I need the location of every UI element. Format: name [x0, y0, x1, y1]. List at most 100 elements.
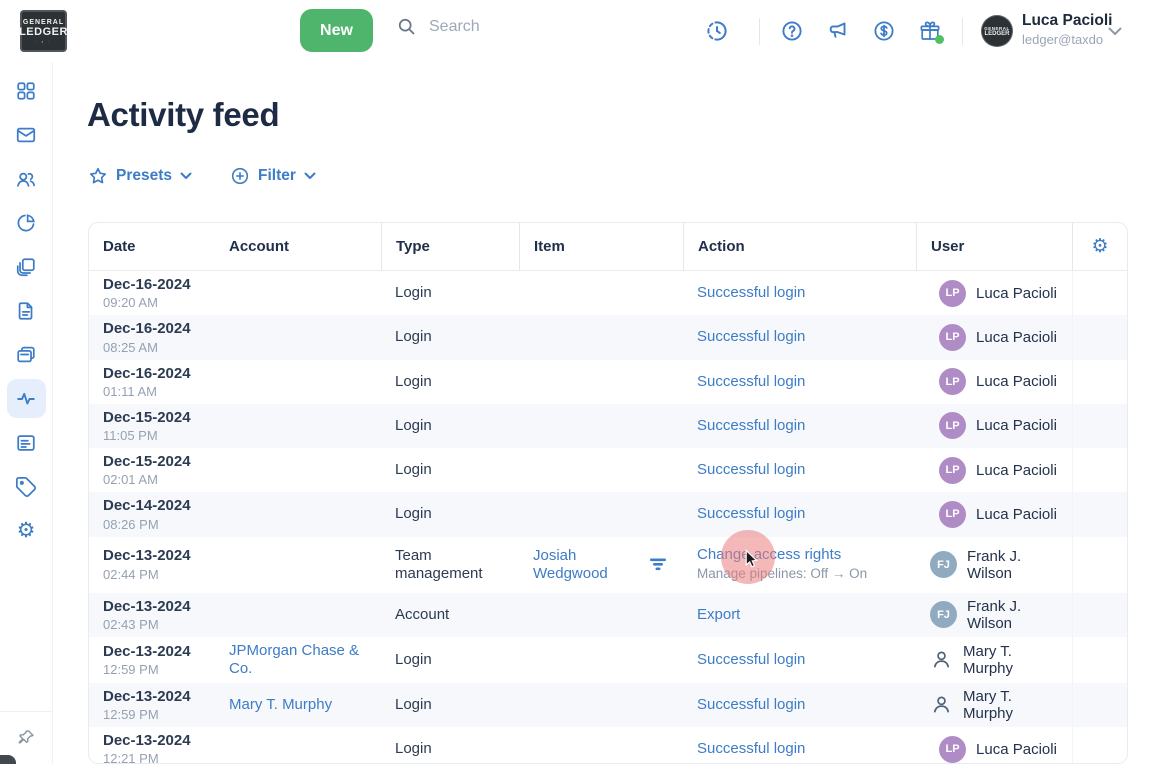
action-cell: Successful login: [683, 315, 916, 359]
action-link[interactable]: Successful login: [697, 650, 806, 668]
sidebar-item-mail[interactable]: [7, 115, 46, 154]
column-header-date[interactable]: Date: [103, 238, 136, 255]
tag-icon: [15, 476, 37, 498]
row-date: Dec-16-2024: [103, 276, 191, 293]
row-type: Account: [395, 605, 450, 623]
row-type: Login: [395, 328, 432, 346]
action-cell: Successful login: [683, 492, 916, 536]
action-cell: Successful login: [683, 271, 916, 315]
table-row: Dec-13-2024 12:21 PM Login Successful lo…: [89, 727, 1127, 763]
row-gear-spacer: [1072, 682, 1127, 727]
user-avatar-badge: FJ: [930, 551, 957, 578]
action-link[interactable]: Change access rights: [697, 546, 842, 564]
sidebar-item-forms[interactable]: [7, 423, 46, 462]
item-link[interactable]: Josiah Wedgwood: [533, 546, 608, 582]
account-link[interactable]: Mary T. Murphy: [229, 695, 333, 713]
action-link[interactable]: Successful login: [697, 416, 806, 434]
row-type: Login: [395, 284, 432, 302]
table-row: Dec-15-2024 02:01 AM Login Successful lo…: [89, 448, 1127, 493]
row-gear-spacer: [1072, 592, 1127, 637]
column-header-item[interactable]: Item: [519, 223, 683, 270]
item-cell: [519, 448, 683, 492]
action-link[interactable]: Successful login: [697, 284, 806, 302]
action-link[interactable]: Successful login: [697, 505, 806, 523]
topbar-divider: [759, 18, 760, 45]
action-link[interactable]: Export: [697, 605, 741, 623]
notification-dot: [935, 35, 944, 44]
action-link[interactable]: Successful login: [697, 740, 806, 758]
account-cell: [215, 315, 381, 359]
column-header-user[interactable]: User: [916, 223, 1072, 270]
account-cell: [215, 360, 381, 404]
row-type: Team management: [395, 546, 483, 582]
search-input[interactable]: [429, 17, 629, 36]
settings-gear-icon: ⚙︎: [16, 518, 36, 542]
action-link[interactable]: Successful login: [697, 372, 806, 390]
type-cell: Team management: [381, 537, 519, 593]
user-name: Luca Pacioli: [976, 373, 1057, 391]
chevron-down-icon: [180, 172, 192, 180]
table-row: Dec-13-2024 02:43 PM Account Export FJ F…: [89, 592, 1127, 637]
row-time: 02:44 PM: [103, 566, 159, 582]
billing-dollar-icon[interactable]: [872, 19, 896, 43]
sidebar-item-templates[interactable]: [7, 247, 46, 286]
row-time: 08:25 AM: [103, 339, 158, 355]
table-row: Dec-16-2024 01:11 AM Login Successful lo…: [89, 359, 1127, 404]
item-cell: [519, 315, 683, 359]
megaphone-icon[interactable]: [826, 19, 850, 43]
user-avatar-badge: LP: [939, 500, 967, 528]
activity-table: Date Account Type Item Action User ⚙︎ De…: [88, 222, 1128, 764]
new-button[interactable]: New: [300, 9, 373, 52]
type-cell: Login: [381, 492, 519, 536]
person-icon: [930, 648, 953, 671]
app-logo[interactable]: GENERAL LEDGER · ▪ ·: [19, 10, 67, 52]
table-row: Dec-13-2024 12:59 PM JPMorgan Chase & Co…: [89, 636, 1127, 683]
account-link[interactable]: JPMorgan Chase & Co.: [229, 641, 360, 677]
sidebar-item-settings[interactable]: ⚙︎: [7, 511, 46, 550]
date-cell: Dec-16-2024 01:11 AM: [89, 360, 215, 404]
sidebar-item-billing[interactable]: [7, 335, 46, 374]
column-header-type[interactable]: Type: [381, 223, 519, 270]
action-cell: Successful login: [683, 683, 916, 727]
sidebar-item-reports[interactable]: [7, 203, 46, 242]
action-link[interactable]: Successful login: [697, 461, 806, 479]
date-cell: Dec-13-2024 12:59 PM: [89, 683, 215, 727]
sidebar-item-team[interactable]: [7, 159, 46, 198]
row-date: Dec-13-2024: [103, 597, 191, 615]
account-cell: [215, 492, 381, 536]
chevron-down-icon[interactable]: [1108, 27, 1122, 36]
filter-dropdown[interactable]: Filter: [230, 166, 316, 186]
date-cell: Dec-15-2024 02:01 AM: [89, 448, 215, 492]
funnel-filter-icon[interactable]: [649, 558, 667, 571]
action-link[interactable]: Successful login: [697, 328, 806, 346]
column-settings-gear-icon[interactable]: ⚙︎: [1072, 223, 1127, 270]
action-link[interactable]: Successful login: [697, 695, 806, 713]
action-cell: Successful login: [683, 360, 916, 404]
app-logo-text: GENERAL: [22, 18, 65, 26]
gift-icon[interactable]: [918, 19, 944, 44]
sidebar-item-activity[interactable]: [6, 379, 46, 418]
user-avatar[interactable]: GENERAL LEDGER: [981, 15, 1013, 47]
row-gear-spacer: [1072, 536, 1127, 593]
history-clock-icon[interactable]: [705, 19, 729, 43]
sidebar-item-tags[interactable]: [7, 467, 46, 506]
column-header-account[interactable]: Account: [229, 238, 289, 255]
date-cell: Dec-13-2024 12:59 PM: [89, 637, 215, 683]
user-email: ledger@taxdo: [1022, 32, 1104, 47]
help-icon[interactable]: [780, 19, 804, 43]
account-cell: [215, 727, 381, 763]
sidebar-item-dashboard[interactable]: [7, 71, 46, 110]
team-icon: [15, 168, 37, 190]
column-header-action[interactable]: Action: [683, 223, 916, 270]
sidebar-pin-toggle[interactable]: [0, 711, 52, 764]
presets-dropdown[interactable]: Presets: [88, 166, 192, 186]
user-cell: LP Luca Pacioli: [916, 448, 1072, 492]
item-cell: [519, 404, 683, 448]
row-date: Dec-13-2024: [103, 547, 191, 565]
sidebar-item-documents[interactable]: [7, 291, 46, 330]
date-cell: Dec-13-2024 02:43 PM: [89, 593, 215, 637]
user-menu[interactable]: Luca Pacioli ledger@taxdo: [1022, 12, 1112, 47]
action-cell: Successful login: [683, 448, 916, 492]
pin-icon: [16, 728, 36, 748]
search-box[interactable]: [396, 16, 646, 37]
